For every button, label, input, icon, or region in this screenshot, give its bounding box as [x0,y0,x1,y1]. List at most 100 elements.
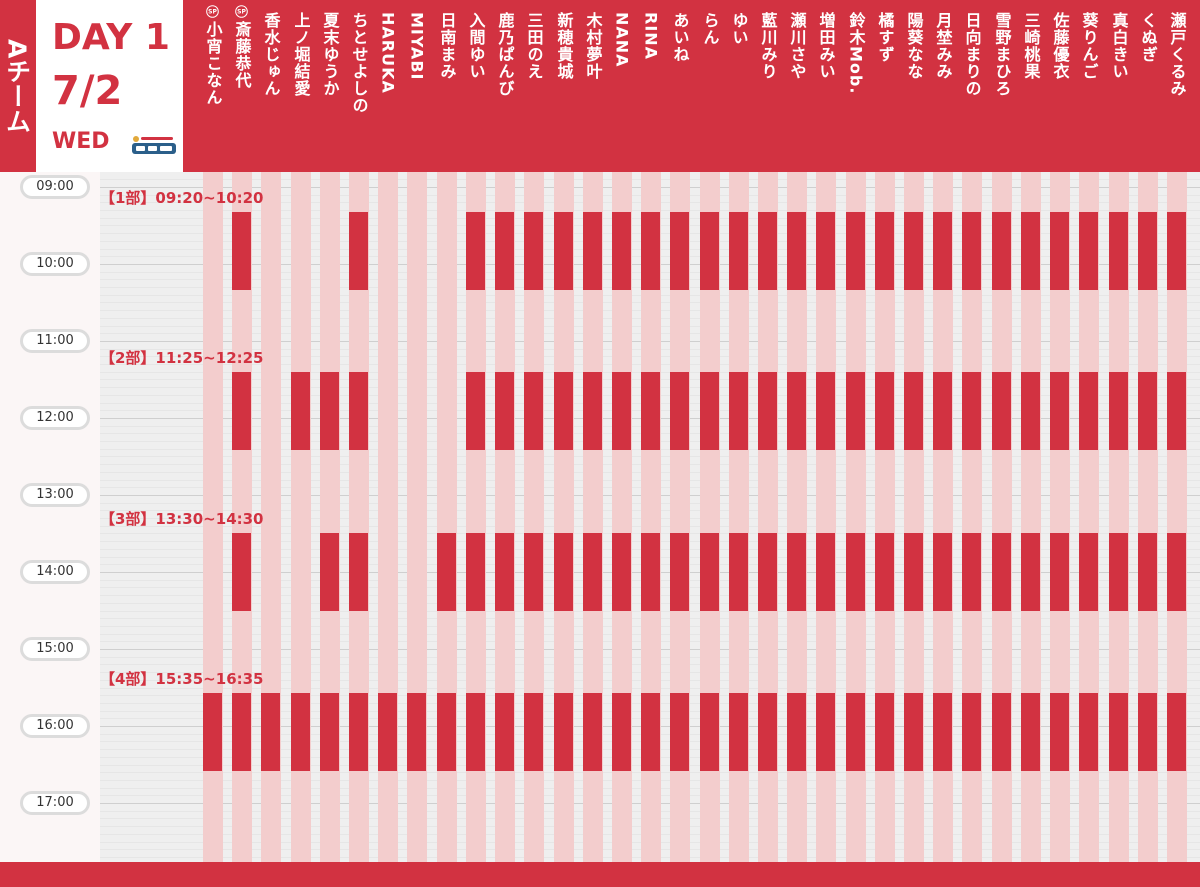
member-header: 日向まりの [958,0,985,172]
performance-block [612,693,631,771]
member-name: 斎藤恭代 [232,21,252,89]
member-name: 三崎桃果 [1021,12,1041,80]
performance-block [1021,693,1040,771]
performance-block [875,372,894,450]
member-column [992,172,1012,862]
member-header: くぬぎ [1134,0,1161,172]
member-column [700,172,720,862]
member-name: 増田みい [816,12,836,80]
performance-block [904,372,923,450]
day-weekday: WED [52,129,110,154]
performance-block [758,693,777,771]
performance-block [554,372,573,450]
member-header: 鹿乃ぱんび [491,0,518,172]
performance-block [933,693,952,771]
performance-block [349,533,368,611]
member-name: 藍川みり [758,12,778,80]
performance-block [729,533,748,611]
member-header: MIYABI [403,0,430,172]
member-header: 佐藤優衣 [1046,0,1073,172]
performance-block [1167,693,1186,771]
member-name: ちとせよしの [349,12,369,114]
performance-block [583,693,602,771]
performance-block [816,212,835,290]
performance-block [1138,372,1157,450]
member-header: 月埜みみ [929,0,956,172]
member-name: 佐藤優衣 [1050,12,1070,80]
member-header: 新穂貴城 [550,0,577,172]
slot-label: 【4部】15:35~16:35 [100,670,264,688]
member-name: 夏末ゆうか [320,12,340,97]
performance-block [641,533,660,611]
performance-block [846,533,865,611]
member-header: 三崎桃果 [1017,0,1044,172]
member-name: 小宵こなん [203,21,223,106]
performance-block [641,693,660,771]
member-name: 陽葵なな [904,12,924,80]
time-pill: 16:00 [20,714,90,738]
performance-block [816,693,835,771]
performance-block [466,533,485,611]
performance-block [1109,212,1128,290]
slot-label: 【2部】11:25~12:25 [100,349,264,367]
svg-text:SP: SP [208,9,217,16]
slot-label: 【1部】09:20~10:20 [100,189,264,207]
member-column [1050,172,1070,862]
performance-block [729,372,748,450]
performance-block [583,212,602,290]
performance-block [904,533,923,611]
performance-block [816,372,835,450]
member-header: 夏末ゆうか [316,0,343,172]
member-name: NANA [612,12,632,68]
member-column [554,172,574,862]
member-header: 藍川みり [754,0,781,172]
performance-block [875,533,894,611]
member-name: くぬぎ [1138,12,1158,63]
performance-block [554,212,573,290]
member-header: 雪野まひろ [988,0,1015,172]
member-name: 新穂貴城 [554,12,574,80]
performance-block [466,212,485,290]
performance-block [320,533,339,611]
performance-block [846,693,865,771]
member-column [583,172,603,862]
member-name: 真白きい [1109,12,1129,80]
performance-block [466,693,485,771]
performance-block [933,372,952,450]
performance-block [1021,533,1040,611]
performance-block [962,372,981,450]
performance-block [787,372,806,450]
time-pill: 09:00 [20,175,90,199]
performance-block [1079,212,1098,290]
member-column [407,172,427,862]
performance-block [904,212,923,290]
member-header: SP 小宵こなん [199,0,226,172]
performance-block [232,212,251,290]
performance-block [992,693,1011,771]
member-header: 三田のえ [520,0,547,172]
member-name: 三田のえ [524,12,544,80]
member-name: 鹿乃ぱんび [495,12,515,97]
member-column [1138,172,1158,862]
performance-block [524,693,543,771]
performance-block [875,212,894,290]
bottom-band [0,862,1200,887]
performance-block [524,212,543,290]
time-pill: 13:00 [20,483,90,507]
performance-block [232,693,251,771]
member-column [1109,172,1129,862]
member-column [875,172,895,862]
performance-block [758,533,777,611]
performance-block [203,693,222,771]
time-pill: 17:00 [20,791,90,815]
member-header: らん [696,0,723,172]
member-header: あいね [666,0,693,172]
member-name: 葵りんご [1079,12,1099,80]
performance-block [524,372,543,450]
performance-block [1167,372,1186,450]
performance-block [554,693,573,771]
performance-block [758,212,777,290]
member-header: 葵りんご [1075,0,1102,172]
performance-block [291,693,310,771]
performance-block [992,372,1011,450]
